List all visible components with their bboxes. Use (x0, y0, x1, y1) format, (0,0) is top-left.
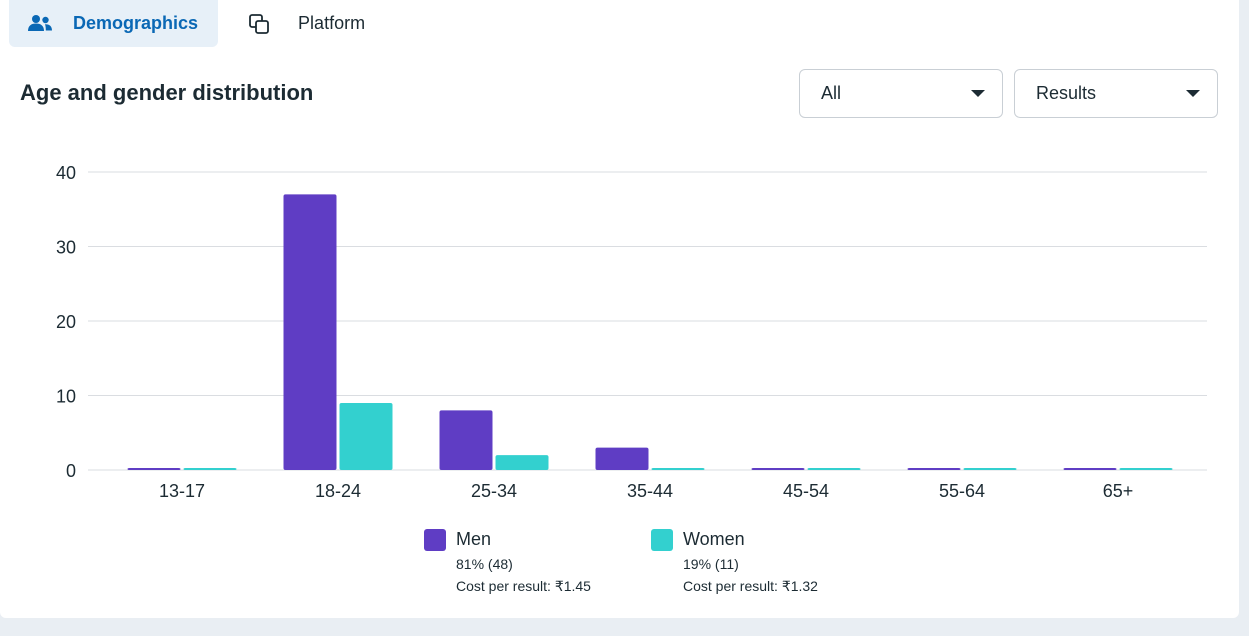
y-tick-label: 10 (56, 387, 76, 407)
metric-dropdown[interactable]: Results (1014, 69, 1218, 118)
age-gender-bar-chart: 0 10 20 30 40 13-17 18-24 25-34 35-44 45-54 55-64 6… (56, 163, 1207, 501)
x-tick-label: 13-17 (159, 481, 205, 501)
bar-men-35-44 (595, 447, 649, 470)
caret-down-icon (1186, 90, 1200, 97)
bar-women-65+ (1119, 468, 1173, 470)
x-tick-label: 55-64 (939, 481, 985, 501)
y-tick-label: 0 (66, 461, 76, 481)
legend-cost-men: Cost per result: ₹1.45 (456, 578, 591, 594)
bar-women-35-44 (651, 468, 705, 470)
x-tick-label: 45-54 (783, 481, 829, 501)
metric-dropdown-value: Results (1036, 83, 1097, 103)
section-title: Age and gender distribution (20, 80, 314, 105)
y-tick-label: 20 (56, 312, 76, 332)
people-icon (27, 13, 53, 35)
tab-platform-label: Platform (298, 13, 366, 33)
bar-men-55-64 (907, 468, 961, 470)
legend-swatch-women (651, 529, 673, 551)
tab-demographics-label: Demographics (73, 13, 199, 33)
legend-name-women: Women (683, 529, 745, 549)
audience-dropdown[interactable]: All (799, 69, 1003, 118)
y-tick-label: 30 (56, 238, 76, 258)
tab-demographics[interactable]: Demographics (9, 0, 219, 47)
legend-share-women: 19% (11) (683, 556, 739, 572)
bar-men-45-54 (751, 468, 805, 470)
caret-down-icon (971, 90, 985, 97)
bar-men-18-24 (283, 194, 337, 470)
tab-bar: Demographics Platform (9, 0, 385, 47)
legend-swatch-men (424, 529, 446, 551)
tab-platform[interactable]: Platform (220, 0, 385, 47)
bar-women-18-24 (339, 402, 393, 470)
x-tick-label: 25-34 (471, 481, 517, 501)
audience-dropdown-value: All (821, 83, 842, 103)
bar-women-55-64 (963, 468, 1017, 470)
bar-men-13-17 (127, 468, 181, 470)
y-tick-label: 40 (56, 163, 76, 183)
x-tick-label: 18-24 (315, 481, 361, 501)
legend-cost-women: Cost per result: ₹1.32 (683, 578, 818, 594)
bar-women-25-34 (495, 455, 549, 470)
x-tick-label: 65+ (1103, 481, 1134, 501)
legend-name-men: Men (456, 529, 492, 549)
bar-men-65+ (1063, 468, 1117, 470)
bar-men-25-34 (439, 410, 493, 470)
bar-women-13-17 (183, 468, 237, 470)
x-tick-label: 35-44 (627, 481, 673, 501)
chart-card: Demographics Platform Age and gender dis… (0, 0, 1239, 618)
overlapping-squares-icon (248, 13, 274, 35)
bar-women-45-54 (807, 468, 861, 470)
legend-share-men: 81% (48) (456, 556, 513, 572)
